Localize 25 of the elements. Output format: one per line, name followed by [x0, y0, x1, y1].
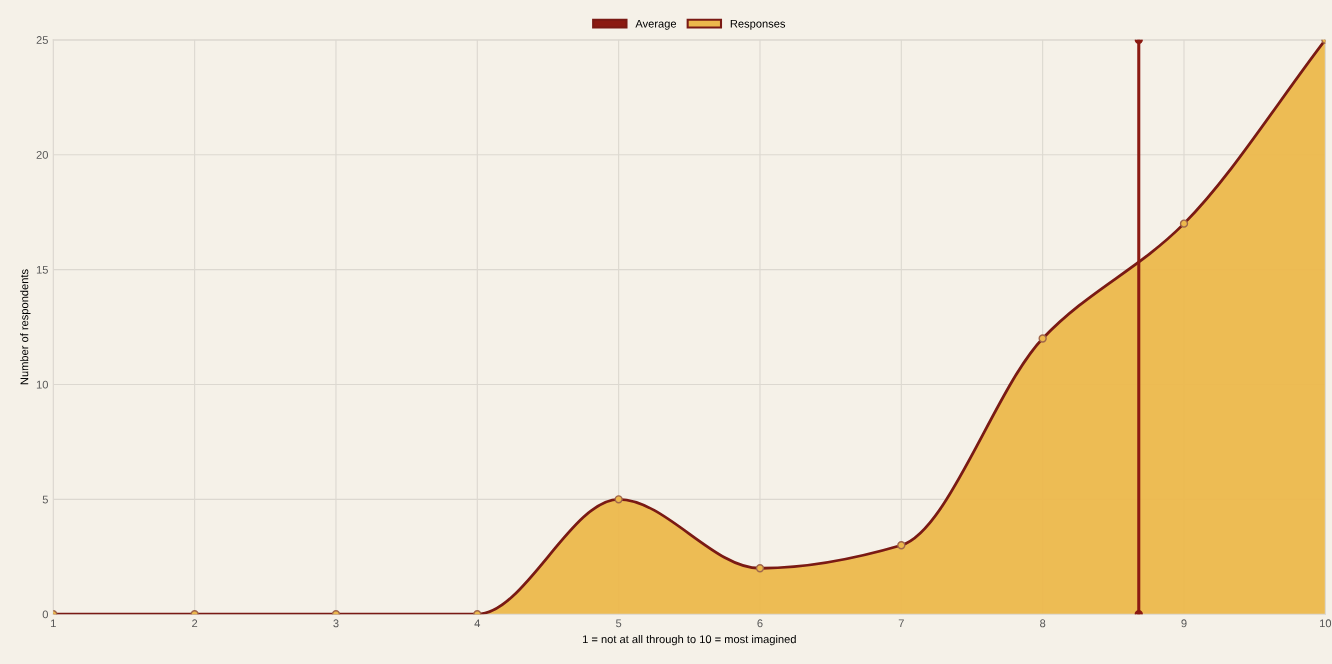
x-tick-label: 9 [1181, 619, 1187, 628]
point [1179, 219, 1189, 228]
x-tick-label: 2 [192, 619, 198, 628]
point [897, 541, 906, 550]
x-tick-label: 8 [1040, 619, 1046, 628]
point [1038, 334, 1047, 343]
y-tick-label: 25 [36, 36, 48, 44]
x-tick-label: 10 [1320, 619, 1332, 628]
x-tick-label: 7 [898, 619, 904, 628]
point [614, 495, 623, 504]
x-tick-label: 4 [474, 619, 481, 628]
y-tick-label: 10 [36, 380, 48, 389]
y-tick-label: 0 [42, 610, 48, 619]
x-tick-label: 1 [51, 619, 56, 628]
y-tick-label: 5 [42, 495, 48, 504]
x-axis-title: 1 = not at all through to 10 = most imagined [583, 634, 796, 646]
x-tick-label: 5 [616, 619, 622, 628]
point [755, 564, 765, 573]
y-tick-label: 15 [36, 265, 48, 274]
y-axis-title: Number of respondents [20, 269, 31, 385]
y-tick-label: 20 [36, 150, 48, 159]
x-tick-label: 6 [757, 619, 763, 628]
x-tick-label: 3 [333, 619, 339, 628]
legend-label: Average [635, 19, 677, 30]
legend-label: Responses [730, 19, 786, 30]
